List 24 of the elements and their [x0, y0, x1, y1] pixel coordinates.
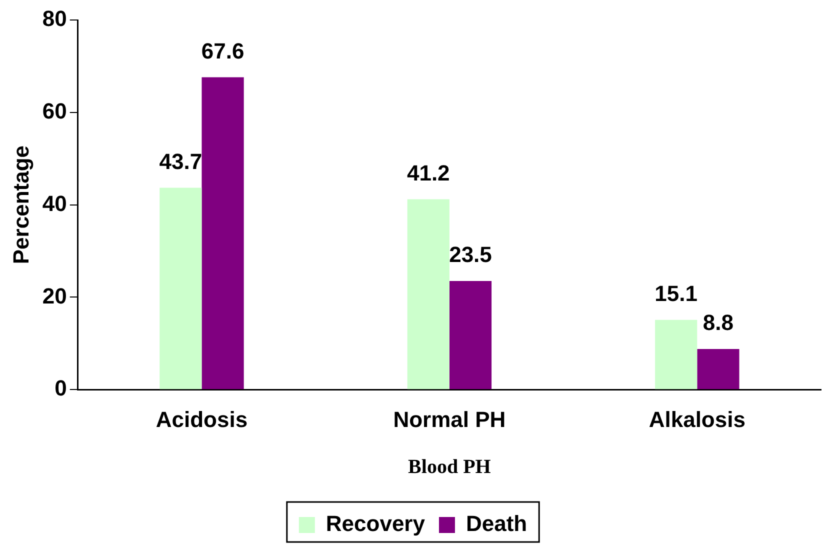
- data-label: 23.5: [449, 242, 492, 268]
- y-axis-title: Percentage: [8, 145, 34, 264]
- x-tick-label: Normal PH: [393, 406, 506, 432]
- x-tick-label: Acidosis: [156, 406, 248, 432]
- data-label: 41.2: [406, 160, 450, 186]
- legend-label: Death: [466, 511, 528, 536]
- y-tick-label: 20: [42, 283, 67, 308]
- data-label: 67.6: [201, 38, 244, 64]
- bar: [407, 199, 450, 390]
- y-tick-label: 60: [42, 98, 67, 124]
- bar: [160, 188, 202, 390]
- y-tick-label: 40: [42, 190, 67, 216]
- bar: [697, 348, 740, 390]
- bar: [655, 320, 698, 390]
- data-label: 15.1: [654, 280, 698, 306]
- bar: [449, 281, 492, 390]
- x-tick-label: Alkalosis: [648, 406, 746, 432]
- x-axis-title: Blood PH: [408, 456, 492, 478]
- legend-label: Recovery: [326, 511, 426, 536]
- y-tick-label: 80: [42, 6, 67, 32]
- data-label: 8.8: [702, 310, 734, 336]
- bar: [202, 77, 244, 390]
- y-tick-label: 0: [54, 376, 67, 401]
- data-label: 43.7: [159, 148, 202, 174]
